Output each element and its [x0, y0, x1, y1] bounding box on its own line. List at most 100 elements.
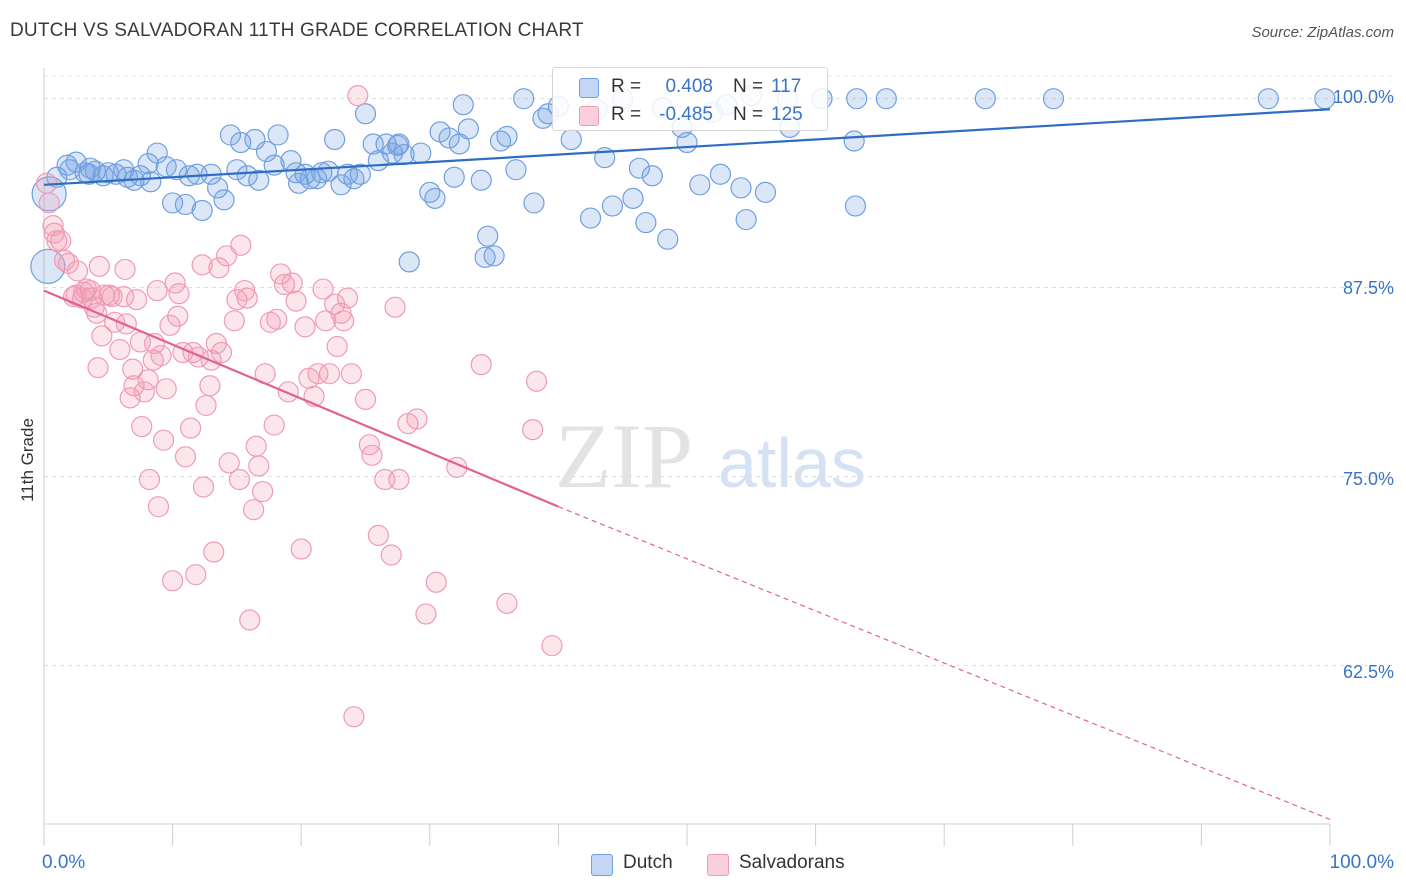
salvadoran-point [367, 524, 389, 546]
dutch-point [165, 159, 188, 181]
salvadoran-point [315, 310, 337, 332]
dutch-point [137, 153, 159, 175]
salvadoran-point [101, 286, 123, 308]
salvadoran-point [354, 388, 377, 410]
dutch-point [474, 246, 496, 268]
source-note: Source: ZipAtlas.com [1251, 24, 1394, 41]
dutch-point [267, 124, 289, 146]
dutch-point [362, 133, 384, 155]
dutch-point [843, 130, 865, 152]
salvadoran-point [285, 290, 307, 312]
dutch-point [579, 207, 602, 229]
dutch-point [635, 211, 657, 234]
dutch-point [974, 88, 996, 110]
dutch-point [324, 128, 346, 151]
salvadoran-trend-line [43, 289, 559, 508]
dutch-point [398, 251, 420, 273]
y-tick-label: 100.0% [1332, 87, 1394, 107]
dutch-point [30, 248, 66, 284]
dutch-point [601, 195, 624, 217]
salvadoran-point [138, 468, 161, 491]
salvadoran-point [415, 603, 437, 625]
salvadoran-point [185, 564, 207, 586]
dutch-point [622, 187, 644, 209]
data-points [30, 85, 1336, 728]
salvadoran-point [361, 444, 383, 466]
salvadoran-point [470, 354, 492, 376]
trend-lines [43, 108, 1331, 821]
salvadoran-point [340, 363, 362, 385]
salvadoran-point [230, 234, 252, 256]
salvadoran-point [150, 344, 172, 367]
salvadoran-point [273, 273, 296, 296]
salvadoran-point [147, 496, 170, 518]
salvadoran-point [263, 414, 285, 436]
salvadoran-point [192, 476, 215, 498]
dutch-point [523, 192, 545, 214]
salvadoran-point [290, 538, 312, 560]
salvadoran-point [114, 258, 136, 281]
dutch-point [213, 189, 235, 211]
salvadoran-point [252, 480, 274, 503]
salvadoran-point [115, 313, 137, 335]
legend-label: Dutch [623, 852, 673, 873]
n-label: N = [733, 104, 764, 125]
dutch-point [1314, 88, 1336, 110]
salvadoran-point [137, 369, 159, 391]
dutch-point [191, 199, 213, 222]
salvadoran-point [113, 286, 135, 308]
dutch-point [676, 131, 698, 154]
salvadoran-point [162, 570, 184, 592]
dutch-point [443, 166, 465, 188]
salvadoran-point [380, 544, 402, 566]
salvadoran-point [333, 310, 355, 332]
dutch-point [248, 169, 270, 191]
dutch-point [560, 128, 582, 151]
dutch-point [285, 162, 307, 184]
x-tick-label-min: 0.0% [42, 852, 86, 873]
dutch-point [457, 118, 479, 140]
watermark: ZIP atlas [555, 405, 866, 507]
salvadoran-point [152, 429, 175, 451]
salvadoran-point [208, 257, 230, 279]
r-value: -0.485 [659, 104, 713, 125]
dutch-point [255, 140, 278, 163]
dutch-point [470, 169, 492, 191]
salvadoran-point [384, 296, 406, 318]
salvadoran-point [236, 287, 258, 309]
dutch-point [31, 176, 67, 212]
salvadoran-point [195, 394, 217, 417]
dutch-point [513, 88, 535, 110]
salvadoran-point [318, 363, 341, 385]
watermark-atlas: atlas [718, 424, 866, 502]
salvadoran-point [218, 452, 240, 474]
dutch-legend-swatch [591, 854, 613, 876]
dutch-point [438, 127, 460, 149]
dutch-point [875, 88, 897, 110]
salvadoran-point [243, 499, 265, 521]
dutch-point [207, 177, 229, 199]
salvadoran-point [525, 370, 548, 392]
salvadoran-point [336, 287, 359, 309]
salvadoran-point [199, 375, 221, 397]
salvadoran-point [522, 419, 544, 441]
salvadoran-point [125, 289, 148, 311]
n-value: 117 [771, 76, 802, 97]
dutch-point [388, 133, 410, 155]
dutch-point [496, 125, 518, 148]
salvadoran-point [187, 346, 209, 368]
salvadoran-point [109, 338, 131, 361]
dutch-point [236, 165, 258, 187]
salvadoran-point [541, 635, 563, 657]
dutch-point [628, 157, 651, 179]
salvadoran-point [167, 305, 189, 327]
salvadoran-point [38, 192, 60, 214]
salvadoran-point [294, 316, 316, 338]
dutch-point [754, 181, 777, 203]
salvadoran-point [146, 279, 168, 302]
salvadoran-point [180, 417, 202, 439]
salvadoran-point [216, 245, 238, 267]
salvadoran-point [223, 310, 245, 332]
salvadoran-point [228, 468, 251, 491]
